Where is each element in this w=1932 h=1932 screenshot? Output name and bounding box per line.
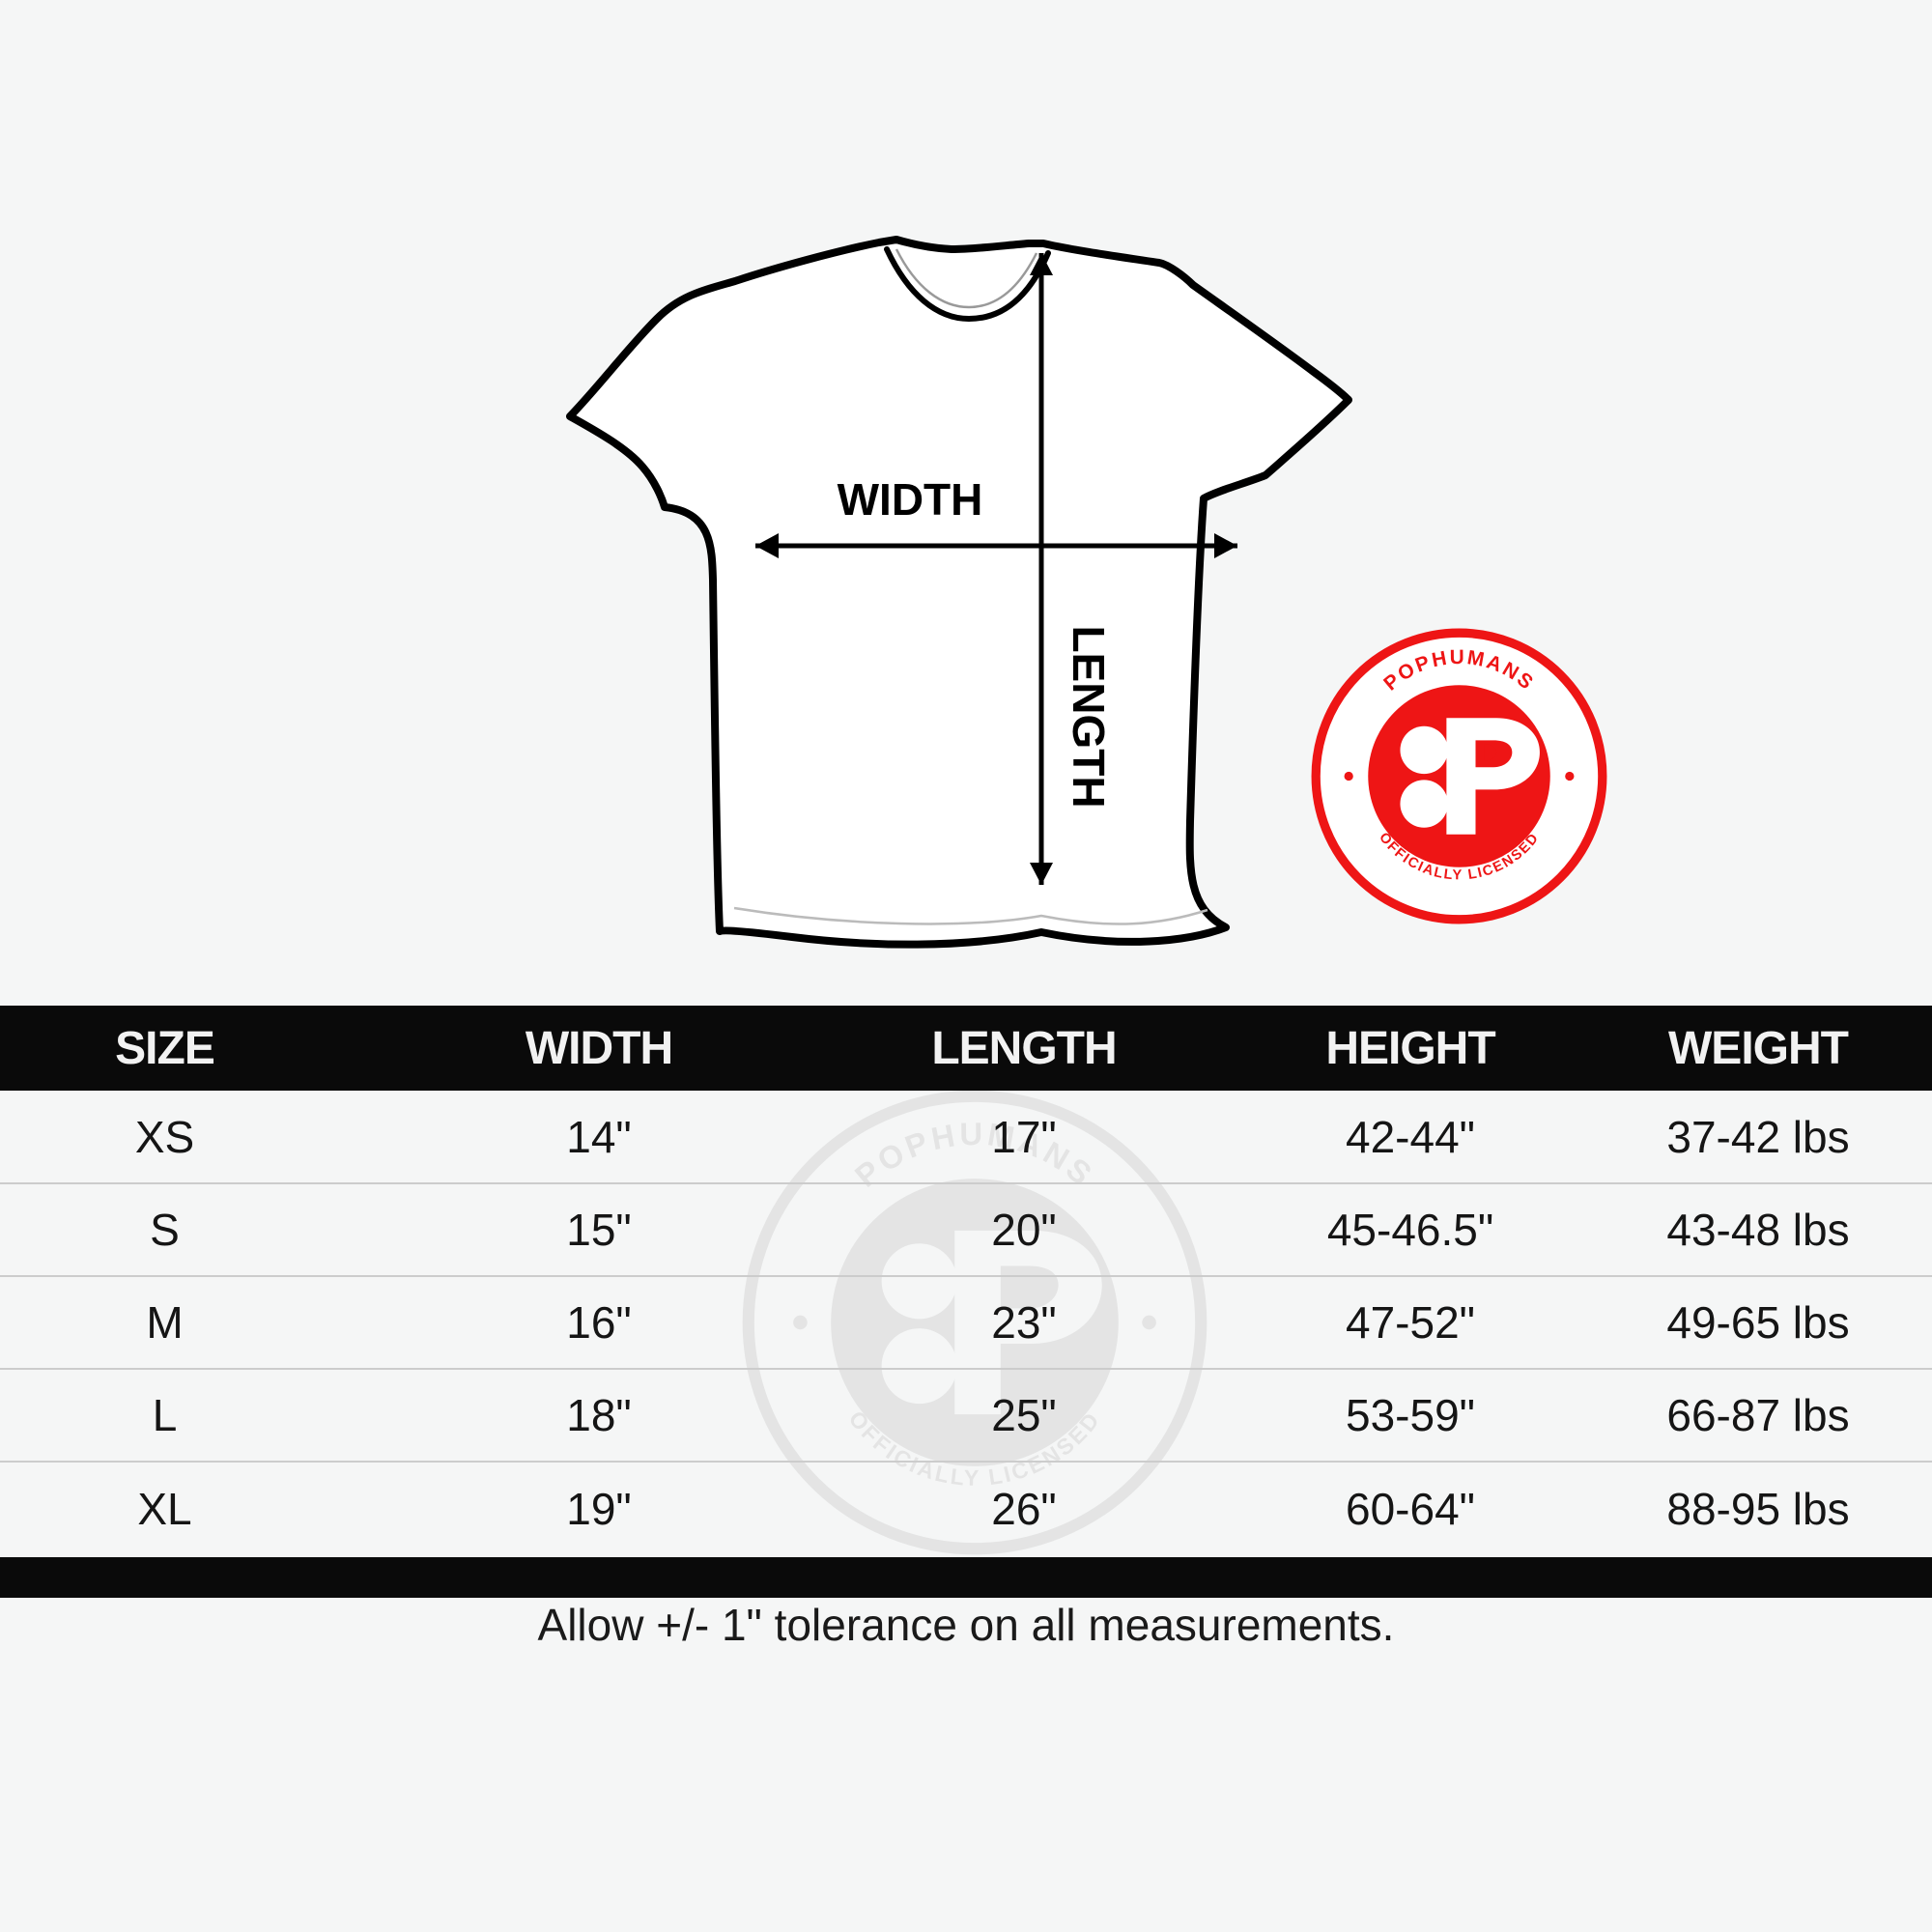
svg-text:WIDTH: WIDTH bbox=[838, 474, 983, 525]
svg-text:LENGTH: LENGTH bbox=[1064, 625, 1114, 808]
